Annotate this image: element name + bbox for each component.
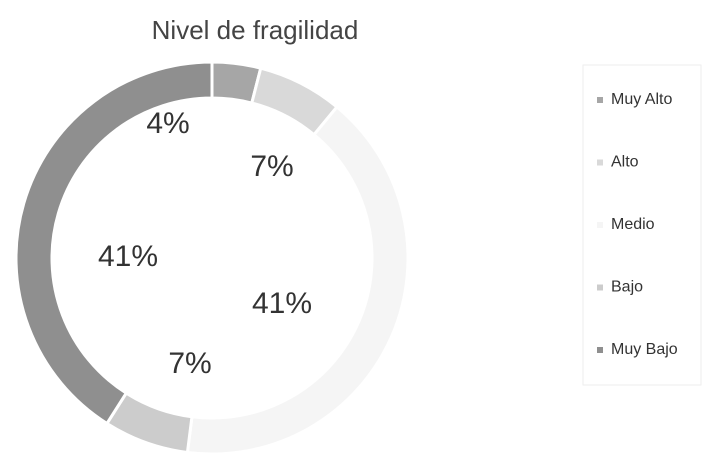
legend-box <box>582 64 702 386</box>
legend-marker <box>597 284 603 291</box>
data-label: 7% <box>250 150 293 183</box>
data-label: 41% <box>252 287 312 320</box>
data-label: 4% <box>146 107 189 140</box>
legend-label: Alto <box>611 154 639 171</box>
data-label: 41% <box>98 240 158 273</box>
legend-label: Muy Alto <box>611 91 672 108</box>
data-label: 7% <box>168 347 211 380</box>
legend-marker <box>597 347 603 353</box>
legend-marker <box>597 159 603 166</box>
legend-label: Muy Bajo <box>611 341 678 358</box>
legend-label: Medio <box>611 216 655 233</box>
legend-marker <box>597 222 603 228</box>
donut-slice <box>185 104 410 453</box>
donut-slice <box>14 60 214 426</box>
chart-title: Nivel de fragilidad <box>152 15 359 45</box>
legend-marker <box>597 97 603 103</box>
legend-label: Bajo <box>611 279 643 296</box>
